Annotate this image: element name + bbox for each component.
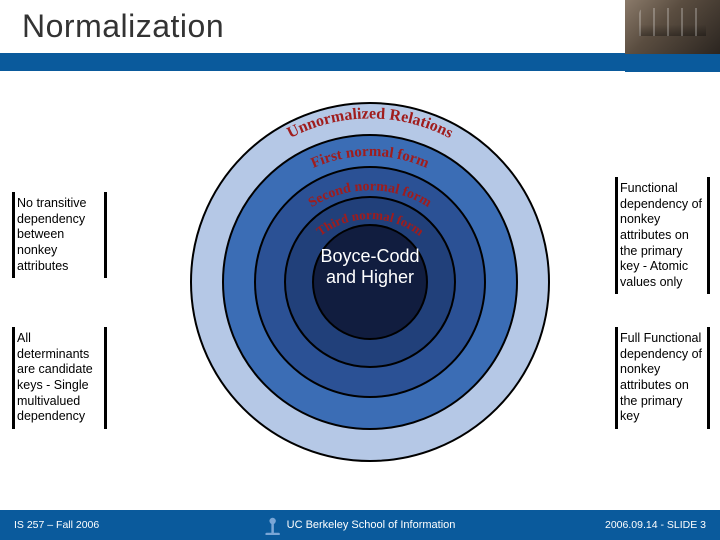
title-bar: Normalization [0,0,720,49]
content-area: Unnormalized Relations First normal form… [0,72,720,510]
corner-image [625,0,720,72]
arc-label-2nf: Second normal form [306,179,434,211]
berkeley-logo-icon [265,515,281,535]
page-title: Normalization [22,8,720,45]
footer-left: IS 257 – Fall 2006 [14,519,99,531]
footer-bar: IS 257 – Fall 2006 UC Berkeley School of… [0,510,720,540]
svg-text:First normal form: First normal form [309,144,432,172]
callout-top-left: No transitive dependency between nonkey … [12,192,107,278]
ring-label-bcnf: Boyce-Codd and Higher [305,246,435,287]
arc-label-3nf: Third normal form [313,207,426,239]
footer-center: UC Berkeley School of Information [265,515,456,535]
callout-top-right: Functional dependency of nonkey attribut… [615,177,710,294]
title-divider [0,53,720,71]
arc-label-1nf: First normal form [309,144,432,172]
callout-bottom-left: All determinants are candidate keys - Si… [12,327,107,429]
svg-text:Unnormalized Relations: Unnormalized Relations [284,105,455,141]
svg-text:Second normal form: Second normal form [306,179,434,211]
footer-center-text: UC Berkeley School of Information [287,519,456,531]
normalization-diagram: Unnormalized Relations First normal form… [190,102,550,462]
svg-text:Third normal form: Third normal form [313,207,426,239]
arc-label-unnormalized: Unnormalized Relations [284,105,455,141]
callout-bottom-right: Full Functional dependency of nonkey att… [615,327,710,429]
footer-right: 2006.09.14 - SLIDE 3 [605,519,706,531]
